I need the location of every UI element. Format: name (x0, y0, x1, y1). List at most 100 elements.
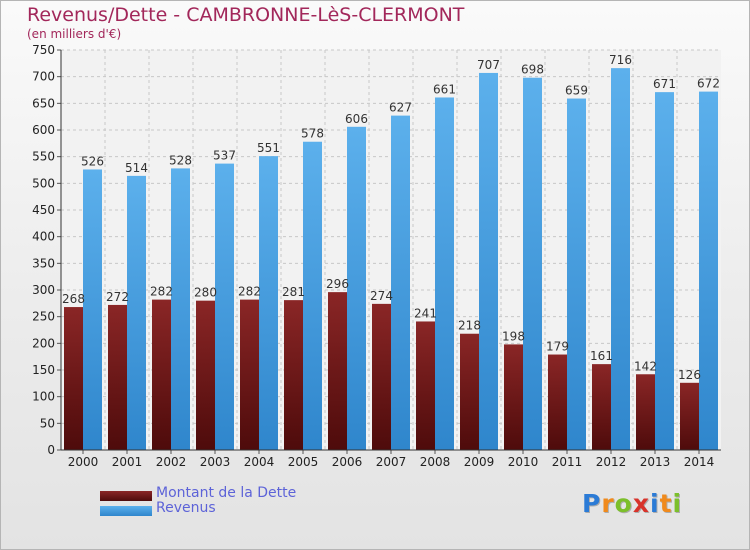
bar-revenue (435, 97, 454, 450)
y-tick-label: 100 (32, 390, 55, 404)
x-tick-label: 2008 (420, 455, 451, 469)
y-tick-label: 300 (32, 283, 55, 297)
y-tick-label: 350 (32, 256, 55, 270)
bar-debt (64, 307, 83, 450)
legend-label-revenue: Revenus (156, 500, 216, 516)
x-tick-label: 2012 (596, 455, 627, 469)
y-tick-label: 150 (32, 363, 55, 377)
value-label-debt: 282 (150, 285, 173, 299)
value-label-revenue: 672 (697, 77, 720, 91)
value-label-revenue: 707 (477, 58, 500, 72)
bar-debt (504, 344, 523, 450)
x-tick-label: 2006 (332, 455, 363, 469)
value-labels: 268 526 272 514 282 528 280 537 282 551 281 578 296 6… (62, 53, 720, 382)
y-tick-label: 700 (32, 70, 55, 84)
value-label-debt: 268 (62, 292, 85, 306)
bar-debt (416, 321, 435, 450)
value-label-debt: 142 (634, 359, 657, 373)
value-label-debt: 274 (370, 289, 393, 303)
bar-revenue (391, 115, 410, 450)
bar-revenue (127, 175, 146, 450)
value-label-revenue: 514 (125, 161, 148, 175)
value-label-revenue: 659 (565, 84, 588, 98)
value-label-debt: 281 (282, 285, 305, 299)
axes: 0 50 100 150 200 250 300 350 400 450 500 550 600 650 7… (32, 43, 721, 469)
bars (64, 68, 718, 451)
value-label-debt: 296 (326, 277, 349, 291)
bar-revenue (259, 156, 278, 450)
bar-revenue (523, 77, 542, 450)
value-label-debt: 280 (194, 286, 217, 300)
y-tick-label: 450 (32, 203, 55, 217)
value-label-revenue: 537 (213, 149, 236, 163)
y-tick-label: 750 (32, 43, 55, 57)
bar-revenue (215, 163, 234, 450)
bar-revenue (567, 98, 586, 451)
value-label-revenue: 698 (521, 63, 544, 77)
x-tick-label: 2013 (640, 455, 671, 469)
value-label-debt: 272 (106, 290, 129, 304)
value-label-debt: 218 (458, 319, 481, 333)
bar-revenue (699, 91, 718, 450)
bar-revenue (83, 169, 102, 450)
x-tick-label: 2014 (684, 455, 715, 469)
value-label-debt: 179 (546, 340, 569, 354)
chart-subtitle: (en milliers d'€) (27, 27, 122, 41)
bar-revenue (303, 141, 322, 450)
y-tick-label: 250 (32, 310, 55, 324)
value-label-debt: 161 (590, 349, 613, 363)
y-tick-label: 200 (32, 336, 55, 350)
bar-debt (284, 300, 303, 450)
y-tick-label: 500 (32, 176, 55, 190)
y-tick-label: 0 (47, 443, 55, 457)
bar-debt (460, 333, 479, 450)
legend-label-debt: Montant de la Dette (156, 485, 297, 501)
y-tick-label: 550 (32, 150, 55, 164)
value-label-revenue: 661 (433, 82, 456, 96)
bar-debt (636, 374, 655, 450)
x-tick-label: 2002 (156, 455, 187, 469)
bar-debt (196, 300, 215, 450)
bar-debt (548, 354, 567, 450)
legend-swatch-debt (100, 491, 152, 501)
y-tick-label: 400 (32, 230, 55, 244)
bar-debt (680, 382, 699, 450)
bar-debt (152, 299, 171, 450)
x-tick-label: 2000 (68, 455, 99, 469)
y-tick-label: 650 (32, 96, 55, 110)
x-tick-label: 2009 (464, 455, 495, 469)
x-tick-label: 2010 (508, 455, 539, 469)
y-tick-label: 50 (40, 416, 55, 430)
x-tick-label: 2007 (376, 455, 407, 469)
x-tick-label: 2003 (200, 455, 231, 469)
logo-letter: i (672, 489, 683, 518)
proxiti-logo: Proxiti (582, 489, 682, 518)
value-label-revenue: 551 (257, 141, 280, 155)
bar-revenue (171, 168, 190, 450)
x-tick-label: 2005 (288, 455, 319, 469)
value-label-debt: 282 (238, 285, 261, 299)
logo-letter: o (614, 489, 633, 518)
value-label-debt: 241 (414, 306, 437, 320)
x-tick-label: 2004 (244, 455, 275, 469)
bar-revenue (611, 68, 630, 450)
y-tick-label: 600 (32, 123, 55, 137)
value-label-revenue: 528 (169, 153, 192, 167)
x-tick-label: 2001 (112, 455, 143, 469)
bar-revenue (347, 126, 366, 451)
value-label-revenue: 716 (609, 53, 632, 67)
value-label-revenue: 578 (301, 127, 324, 141)
value-label-revenue: 671 (653, 77, 676, 91)
chart-title: Revenus/Dette - CAMBRONNE-LèS-CLERMONT (27, 4, 465, 26)
logo-letter: r (601, 489, 615, 518)
bar-debt (108, 304, 127, 450)
value-label-revenue: 526 (81, 154, 104, 168)
value-label-revenue: 606 (345, 112, 368, 126)
value-label-revenue: 627 (389, 101, 412, 115)
bar-revenue (479, 72, 498, 450)
bar-debt (328, 292, 347, 450)
value-label-debt: 126 (678, 368, 701, 382)
bar-revenue (655, 92, 674, 450)
bar-debt (592, 364, 611, 450)
